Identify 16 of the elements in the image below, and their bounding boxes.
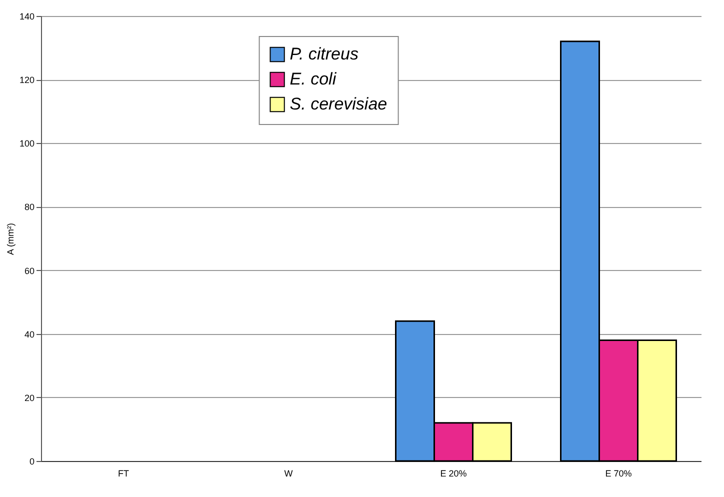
y-axis-title: A (mm²)	[5, 223, 16, 255]
x-tick-label: E 20%	[440, 468, 467, 478]
y-tick-label: 0	[29, 456, 34, 466]
legend-label: S. cerevisiae	[290, 94, 388, 114]
y-tick-label: 60	[24, 266, 34, 276]
y-tick-label: 120	[19, 75, 34, 86]
x-tick-label: FT	[118, 468, 130, 478]
x-tick-label: E 70%	[605, 468, 632, 478]
y-tick-label: 80	[24, 202, 34, 212]
x-tick-label: W	[284, 468, 294, 478]
y-tick-label: 20	[24, 392, 34, 403]
y-tick-label: 100	[19, 138, 34, 149]
legend-label: P. citreus	[290, 44, 359, 64]
legend-label: E. coli	[290, 70, 338, 88]
y-tick-label: 140	[19, 12, 34, 22]
y-tick-label: 40	[24, 329, 34, 340]
